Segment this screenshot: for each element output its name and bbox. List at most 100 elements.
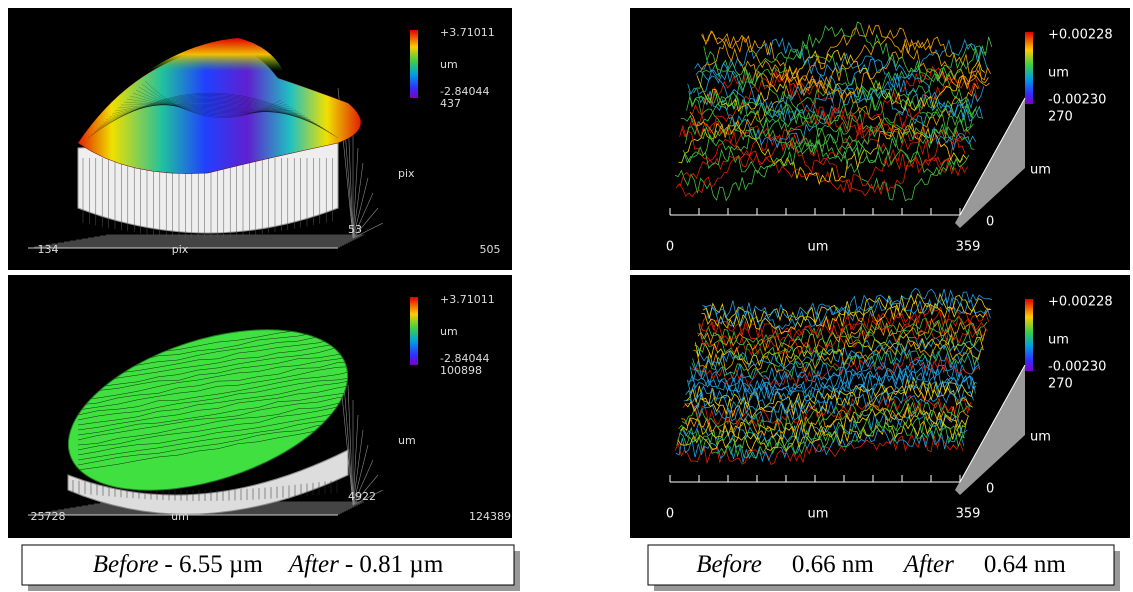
axis-label: 0 (986, 482, 994, 497)
surface-line (686, 376, 975, 411)
contour (120, 104, 306, 117)
surface-line (695, 52, 985, 119)
caption-label: Before (696, 551, 762, 578)
surface-line (681, 399, 971, 432)
axis-label: 134 (38, 243, 59, 256)
axis-label: pix (398, 167, 415, 180)
axis-label: +3.71011 (440, 26, 495, 39)
axis-label: 100898 (440, 364, 482, 377)
surface-line (687, 83, 977, 151)
surface-line (679, 410, 968, 444)
caption: Before - 6.55 µm After - 0.81 µm (93, 551, 444, 578)
surface-line (693, 59, 982, 125)
surface-line (690, 354, 980, 388)
caption-value: 0.66 nm (792, 551, 875, 578)
contour (123, 101, 303, 115)
axis-label: 270 (1048, 110, 1073, 125)
surface-line (698, 316, 988, 348)
surface-line (694, 56, 983, 122)
surface-line (688, 366, 977, 400)
axis-label: 437 (440, 97, 461, 110)
floor-line (352, 429, 364, 506)
axis-label: 4922 (348, 490, 376, 503)
contour (77, 409, 359, 456)
contour (129, 95, 297, 113)
surface-line (692, 345, 981, 379)
contour (77, 403, 359, 451)
surface-line (701, 300, 990, 335)
surface-line (703, 21, 993, 87)
color-bar (1025, 299, 1033, 371)
contour (111, 102, 315, 123)
axis-label: +3.71011 (440, 293, 495, 306)
contour (77, 340, 359, 386)
contour (77, 394, 359, 441)
surface (67, 329, 349, 491)
surface-line (674, 137, 964, 202)
floor-line (352, 177, 369, 239)
axis-label: 270 (1048, 377, 1073, 392)
surface-line (680, 406, 969, 441)
floor-line (352, 207, 379, 239)
surface-line (682, 103, 972, 170)
contour (77, 376, 359, 421)
surface-line (697, 317, 987, 353)
surface-line (701, 27, 990, 97)
caption-label: After (287, 551, 339, 578)
contour (93, 95, 333, 135)
contour (90, 94, 336, 137)
surface-line (674, 433, 964, 466)
contour (108, 101, 318, 125)
floor-line (352, 459, 374, 506)
axis-label: 25728 (31, 510, 66, 523)
contour (77, 424, 359, 471)
surface-line (697, 43, 987, 105)
floor-line (352, 489, 384, 506)
surface-line (683, 97, 973, 164)
contour (141, 83, 285, 117)
surface-line (676, 425, 965, 458)
floor-line (352, 222, 384, 239)
surface-line (688, 80, 978, 141)
floor-line (352, 162, 364, 239)
contour (135, 89, 291, 115)
surface-line (697, 322, 986, 356)
floor-line (352, 192, 374, 239)
axis-label: 0 (986, 215, 994, 230)
surface-line (686, 86, 975, 154)
caption-label: After (902, 551, 954, 578)
axis-label: 0 (666, 240, 674, 255)
axis-label: -0.00230 (1048, 93, 1106, 108)
floor-line (352, 414, 359, 506)
caption-value: - 0.81 µm (345, 551, 444, 578)
axis-label: 359 (956, 240, 981, 255)
surface-line (677, 125, 966, 194)
contour (77, 354, 359, 401)
contour (126, 98, 300, 113)
contour (102, 99, 324, 129)
axis-line (959, 364, 1026, 483)
axis-label: 53 (348, 223, 362, 236)
surface-line (689, 79, 979, 140)
surface-line (703, 287, 993, 320)
surface-line (699, 309, 989, 344)
axis-label: um (1048, 333, 1069, 348)
caption-box (647, 544, 1115, 586)
color-bar (1025, 32, 1033, 104)
axis-label: -2.84044 (440, 352, 489, 365)
axis-label: um (1030, 430, 1051, 445)
axis-label: um (808, 507, 829, 522)
contour (99, 97, 327, 131)
contour (77, 369, 359, 416)
axis-label: um (171, 510, 189, 523)
caption: Before 0.66 nm After 0.64 nm (696, 551, 1066, 578)
surface-line (685, 95, 974, 160)
surface-top (118, 38, 288, 93)
panel-background (630, 8, 1130, 270)
contour (105, 100, 321, 127)
contour (77, 398, 359, 446)
contour (77, 420, 359, 466)
caption-value: - 6.55 µm (164, 551, 263, 578)
